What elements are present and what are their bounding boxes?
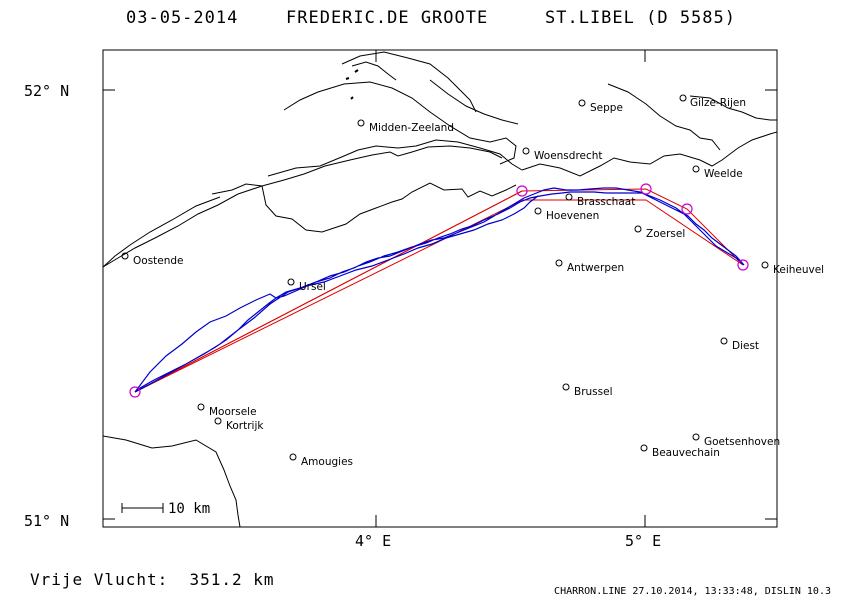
turnpoints [129,183,749,398]
city-seppe: Seppe [578,99,623,114]
svg-text:Antwerpen: Antwerpen [567,262,624,274]
svg-text:Moorsele: Moorsele [209,406,257,418]
svg-text:Zoersel: Zoersel [646,228,685,240]
svg-text:Woensdrecht: Woensdrecht [534,150,603,162]
city-oostende: Oostende [121,252,184,267]
city-brasschaat: Brasschaat [565,193,635,208]
svg-text:Midden-Zeeland: Midden-Zeeland [369,122,454,134]
flight-date: 03-05-2014 [126,8,239,28]
city-gilze-rijen: Gilze-Rijen [679,94,746,109]
schouwen [341,51,477,113]
turnpoint-4 [737,259,749,271]
svg-text:Kortrijk: Kortrijk [226,420,264,432]
header: 03-05-2014 FREDERIC.DE GROOTE ST.LIBEL (… [0,8,853,32]
westerschelde-north [267,139,523,177]
walcheren [283,81,517,165]
route-polyline [134,188,744,393]
island-inner [351,61,397,81]
scale-bar [121,503,164,513]
turnpoint-start [129,386,141,398]
coastlines [103,51,777,527]
svg-text:Oostende: Oostende [133,255,184,267]
belgian-coast [103,145,503,268]
svg-text:Gilze-Rijen: Gilze-Rijen [690,97,746,109]
city-keiheuvel: Keiheuvel [761,261,824,276]
city-moorsele: Moorsele [197,403,257,418]
svg-text:Goetsenhoven: Goetsenhoven [704,436,780,448]
city-kortrijk: Kortrijk [214,417,264,432]
city-amougies: Amougies [289,453,353,468]
svg-text:Beauvechain: Beauvechain [652,447,720,459]
border-south [103,435,241,527]
city-diest: Diest [720,337,759,352]
city-brussel: Brussel [562,383,613,398]
scale-bar-label: 10 km [168,501,210,517]
city-hoevenen: Hoevenen [534,207,599,222]
hollands-diep [607,83,721,151]
lat-label-bottom: 51° N [24,512,70,530]
route-lines [134,188,744,393]
zeeland-dots [345,69,359,100]
svg-text:Diest: Diest [732,340,759,352]
turnpoint-2 [640,183,652,195]
city-weelde: Weelde [692,165,743,180]
svg-text:Seppe: Seppe [590,102,623,114]
dutch-border [103,196,221,268]
svg-text:Amougies: Amougies [301,456,353,468]
turnpoint-3 [681,203,693,215]
svg-text:Brasschaat: Brasschaat [577,196,635,208]
distance-label: Vrije Vlucht: [30,570,169,589]
gps-track [134,187,745,393]
distance-readout: Vrije Vlucht: 351.2 km [30,570,275,589]
distance-value: 351.2 km [189,570,275,589]
svg-text:Hoevenen: Hoevenen [546,210,599,222]
city-beauvechain: Beauvechain [640,444,720,459]
pilot-name: FREDERIC.DE GROOTE [286,8,489,28]
cities: Seppe Gilze-Rijen Midden-Zeeland Woensdr… [121,94,824,468]
map-frame [102,49,778,528]
city-woensdrecht: Woensdrecht [522,147,603,162]
city-ursel: Ursel [287,278,326,293]
north-brabant [429,79,519,125]
route-leg-out [134,190,523,393]
launch-site: ST.LIBEL (D 5585) [545,8,736,28]
axis-ticks [103,50,777,527]
island-ne [689,95,777,121]
city-zoersel: Zoersel [634,225,685,240]
city-antwerpen: Antwerpen [555,259,624,274]
lon-label-left: 4° E [355,532,392,550]
turnpoint-1 [516,185,528,197]
city-goetsenhoven: Goetsenhoven [692,433,780,448]
svg-text:Ursel: Ursel [299,281,326,293]
svg-text:Keiheuvel: Keiheuvel [773,264,824,276]
city-midden-zeeland: Midden-Zeeland [357,119,454,134]
nl-be-border-east [521,131,777,177]
credit-line: CHARRON.LINE 27.10.2014, 13:33:48, DISLI… [554,586,831,597]
lat-label-top: 52° N [24,82,70,100]
zeeland-south-shore [211,182,517,233]
lon-label-right: 5° E [625,532,662,550]
track-line [134,187,745,393]
svg-text:Weelde: Weelde [704,168,743,180]
svg-text:Brussel: Brussel [574,386,613,398]
